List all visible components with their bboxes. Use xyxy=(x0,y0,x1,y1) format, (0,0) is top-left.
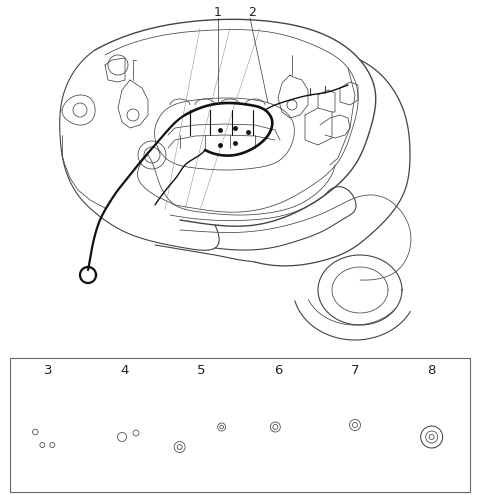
Text: 4: 4 xyxy=(121,363,129,377)
Bar xyxy=(10,358,470,492)
Text: 6: 6 xyxy=(274,363,283,377)
Text: 5: 5 xyxy=(197,363,206,377)
Text: 7: 7 xyxy=(351,363,359,377)
Text: 3: 3 xyxy=(44,363,53,377)
Text: 2: 2 xyxy=(248,5,256,18)
Text: 8: 8 xyxy=(428,363,436,377)
Text: 1: 1 xyxy=(214,5,222,18)
